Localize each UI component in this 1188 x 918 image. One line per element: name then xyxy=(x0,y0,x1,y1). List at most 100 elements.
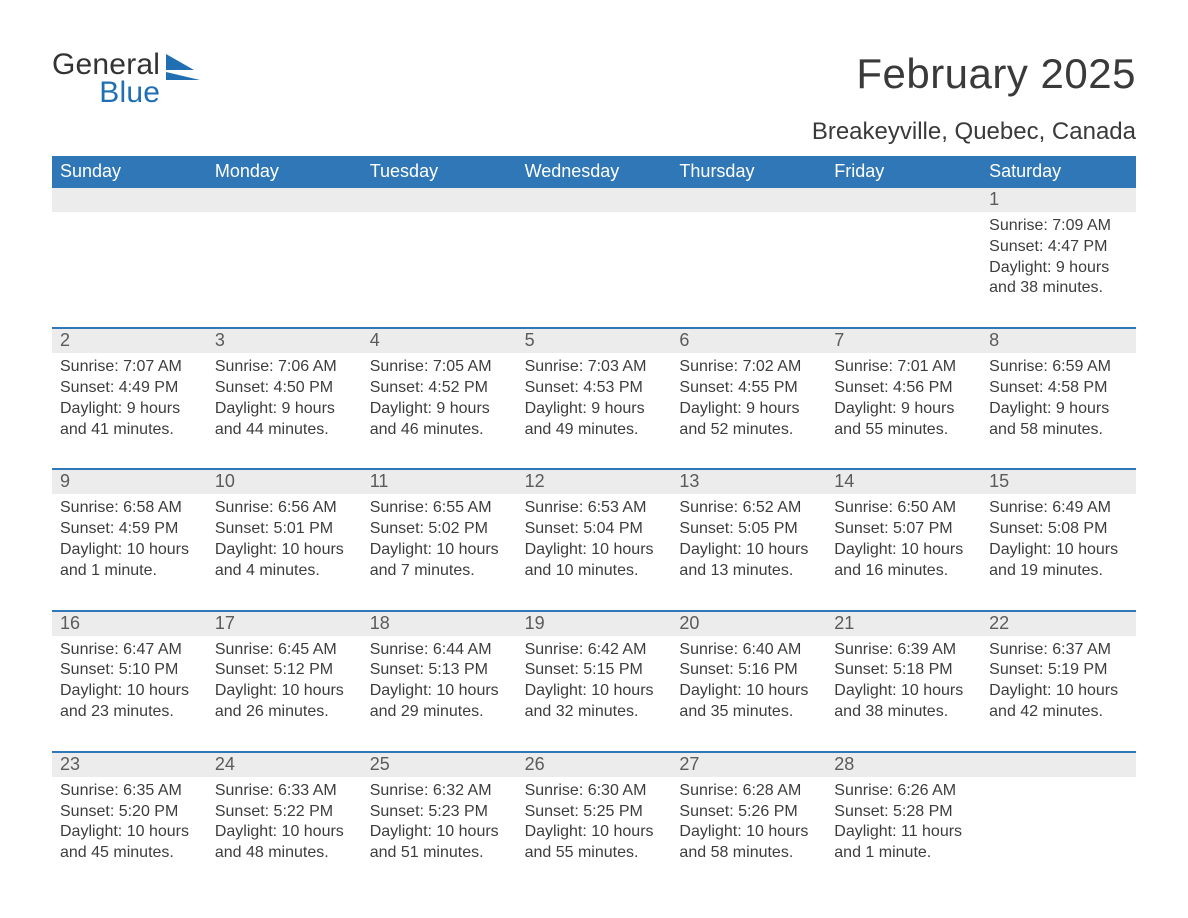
day-info-line: Daylight: 10 hours xyxy=(989,540,1128,561)
day-number-row: 9101112131415 xyxy=(52,470,1136,494)
day-content: Sunrise: 6:37 AMSunset: 5:19 PMDaylight:… xyxy=(981,636,1136,751)
day-info-line: Sunset: 5:10 PM xyxy=(60,660,199,681)
day-content: Sunrise: 6:30 AMSunset: 5:25 PMDaylight:… xyxy=(517,777,672,892)
day-info-line: Sunrise: 6:50 AM xyxy=(834,498,973,519)
day-info-line: Sunset: 4:49 PM xyxy=(60,378,199,399)
day-info-line: Sunset: 5:22 PM xyxy=(215,802,354,823)
dow-tuesday: Tuesday xyxy=(362,156,517,188)
day-info-line: Sunset: 5:01 PM xyxy=(215,519,354,540)
day-info-line: Daylight: 10 hours xyxy=(215,822,354,843)
day-info-line: Sunrise: 6:52 AM xyxy=(679,498,818,519)
day-content-row: Sunrise: 7:07 AMSunset: 4:49 PMDaylight:… xyxy=(52,353,1136,468)
day-info-line: and 7 minutes. xyxy=(370,561,509,582)
day-info-line: and 42 minutes. xyxy=(989,702,1128,723)
dow-sunday: Sunday xyxy=(52,156,207,188)
calendar: SundayMondayTuesdayWednesdayThursdayFrid… xyxy=(52,156,1136,892)
day-number: 16 xyxy=(52,612,207,636)
day-content: Sunrise: 6:53 AMSunset: 5:04 PMDaylight:… xyxy=(517,494,672,609)
day-info-line: and 49 minutes. xyxy=(525,420,664,441)
day-info-line: and 26 minutes. xyxy=(215,702,354,723)
day-info-line: Daylight: 9 hours xyxy=(989,399,1128,420)
day-content: Sunrise: 7:01 AMSunset: 4:56 PMDaylight:… xyxy=(826,353,981,468)
day-number: 6 xyxy=(671,329,826,353)
day-info-line: and 19 minutes. xyxy=(989,561,1128,582)
day-number xyxy=(362,188,517,212)
brand-flag-icon xyxy=(166,54,200,80)
day-content: Sunrise: 6:32 AMSunset: 5:23 PMDaylight:… xyxy=(362,777,517,892)
day-info-line: Daylight: 10 hours xyxy=(370,540,509,561)
day-info-line: Sunrise: 7:01 AM xyxy=(834,357,973,378)
day-info-line: Sunset: 5:25 PM xyxy=(525,802,664,823)
day-info-line: Daylight: 9 hours xyxy=(679,399,818,420)
day-info-line: Sunrise: 7:02 AM xyxy=(679,357,818,378)
day-number-row: 232425262728 xyxy=(52,753,1136,777)
day-info-line: Sunrise: 6:55 AM xyxy=(370,498,509,519)
day-number: 25 xyxy=(362,753,517,777)
day-info-line: Daylight: 10 hours xyxy=(679,822,818,843)
day-info-line: Sunset: 4:56 PM xyxy=(834,378,973,399)
day-info-line: and 38 minutes. xyxy=(834,702,973,723)
day-number-row: 2345678 xyxy=(52,329,1136,353)
week-row: 9101112131415Sunrise: 6:58 AMSunset: 4:5… xyxy=(52,468,1136,609)
day-content xyxy=(671,212,826,327)
day-content: Sunrise: 6:58 AMSunset: 4:59 PMDaylight:… xyxy=(52,494,207,609)
day-content: Sunrise: 6:39 AMSunset: 5:18 PMDaylight:… xyxy=(826,636,981,751)
day-number: 26 xyxy=(517,753,672,777)
day-info-line: and 45 minutes. xyxy=(60,843,199,864)
day-content: Sunrise: 6:42 AMSunset: 5:15 PMDaylight:… xyxy=(517,636,672,751)
day-info-line: Daylight: 10 hours xyxy=(370,822,509,843)
day-info-line: Sunset: 5:26 PM xyxy=(679,802,818,823)
day-info-line: Sunset: 4:52 PM xyxy=(370,378,509,399)
day-number: 11 xyxy=(362,470,517,494)
day-info-line: Sunset: 5:15 PM xyxy=(525,660,664,681)
day-info-line: Daylight: 10 hours xyxy=(60,681,199,702)
day-number: 28 xyxy=(826,753,981,777)
day-info-line: Daylight: 9 hours xyxy=(525,399,664,420)
day-info-line: Sunrise: 7:03 AM xyxy=(525,357,664,378)
day-info-line: Sunset: 5:20 PM xyxy=(60,802,199,823)
day-info-line: Sunset: 4:55 PM xyxy=(679,378,818,399)
day-number: 5 xyxy=(517,329,672,353)
day-info-line: Sunset: 5:04 PM xyxy=(525,519,664,540)
day-content xyxy=(826,212,981,327)
brand-word2: Blue xyxy=(52,78,160,108)
day-info-line: Sunset: 4:47 PM xyxy=(989,237,1128,258)
day-info-line: and 23 minutes. xyxy=(60,702,199,723)
day-content-row: Sunrise: 7:09 AMSunset: 4:47 PMDaylight:… xyxy=(52,212,1136,327)
day-info-line: and 1 minute. xyxy=(834,843,973,864)
day-info-line: Sunrise: 6:44 AM xyxy=(370,640,509,661)
day-info-line: Daylight: 10 hours xyxy=(370,681,509,702)
day-info-line: Sunset: 5:13 PM xyxy=(370,660,509,681)
day-number: 23 xyxy=(52,753,207,777)
day-info-line: Sunrise: 6:39 AM xyxy=(834,640,973,661)
day-content: Sunrise: 6:59 AMSunset: 4:58 PMDaylight:… xyxy=(981,353,1136,468)
day-info-line: and 1 minute. xyxy=(60,561,199,582)
day-info-line: Sunrise: 7:06 AM xyxy=(215,357,354,378)
day-info-line: Sunrise: 6:32 AM xyxy=(370,781,509,802)
day-info-line: Sunset: 5:05 PM xyxy=(679,519,818,540)
day-info-line: Sunrise: 6:58 AM xyxy=(60,498,199,519)
day-number: 1 xyxy=(981,188,1136,212)
day-info-line: Sunrise: 6:56 AM xyxy=(215,498,354,519)
day-info-line: Sunrise: 6:49 AM xyxy=(989,498,1128,519)
day-number xyxy=(826,188,981,212)
day-number: 19 xyxy=(517,612,672,636)
day-info-line: Sunset: 5:02 PM xyxy=(370,519,509,540)
day-content: Sunrise: 6:44 AMSunset: 5:13 PMDaylight:… xyxy=(362,636,517,751)
day-content: Sunrise: 7:05 AMSunset: 4:52 PMDaylight:… xyxy=(362,353,517,468)
day-content: Sunrise: 7:09 AMSunset: 4:47 PMDaylight:… xyxy=(981,212,1136,327)
week-row: 232425262728Sunrise: 6:35 AMSunset: 5:20… xyxy=(52,751,1136,892)
day-info-line: and 38 minutes. xyxy=(989,278,1128,299)
day-info-line: and 44 minutes. xyxy=(215,420,354,441)
day-info-line: Sunset: 4:50 PM xyxy=(215,378,354,399)
day-info-line: Daylight: 11 hours xyxy=(834,822,973,843)
day-info-line: Sunset: 5:18 PM xyxy=(834,660,973,681)
weeks-container: 1Sunrise: 7:09 AMSunset: 4:47 PMDaylight… xyxy=(52,188,1136,892)
dow-thursday: Thursday xyxy=(671,156,826,188)
day-info-line: and 55 minutes. xyxy=(525,843,664,864)
day-number: 21 xyxy=(826,612,981,636)
day-info-line: and 58 minutes. xyxy=(679,843,818,864)
day-info-line: Daylight: 10 hours xyxy=(525,681,664,702)
day-info-line: and 4 minutes. xyxy=(215,561,354,582)
day-number: 4 xyxy=(362,329,517,353)
